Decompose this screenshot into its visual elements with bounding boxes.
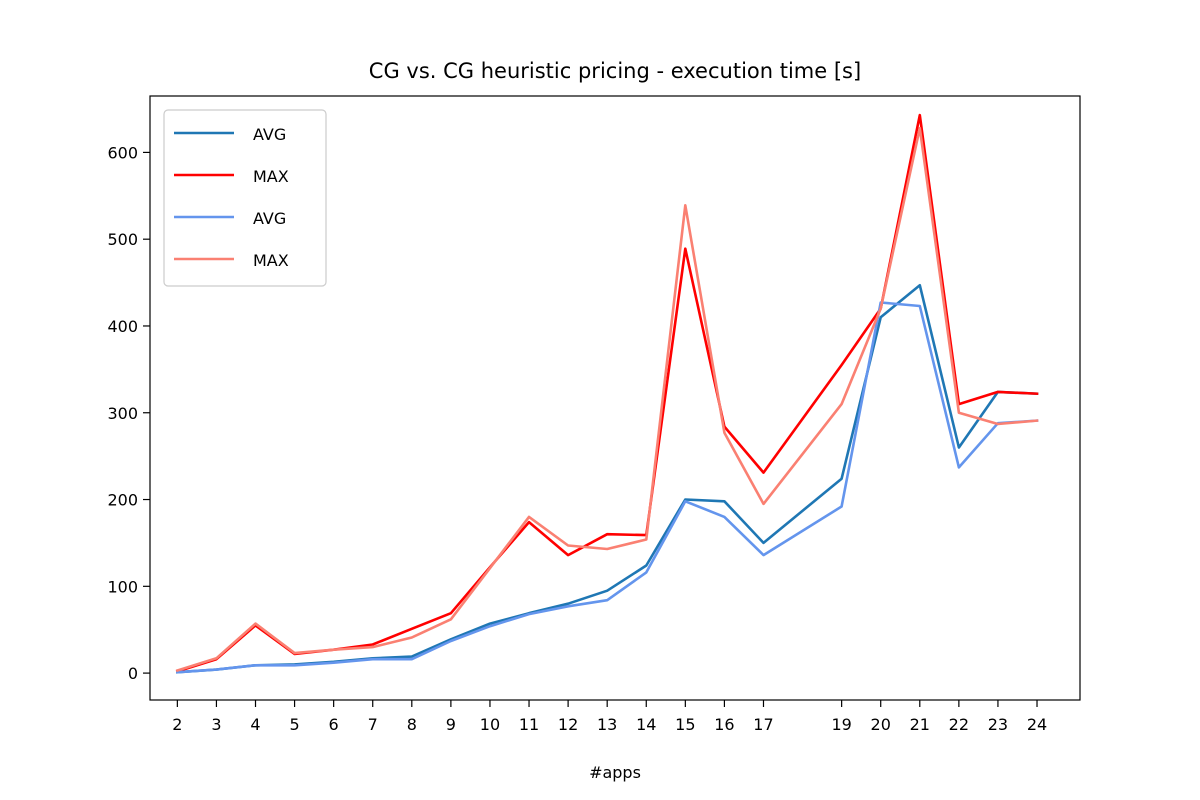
x-tick-label: 4 [250,715,260,734]
x-tick-label: 9 [446,715,456,734]
y-tick-label: 300 [107,404,138,423]
plot-frame [149,95,1081,701]
x-tick-label: 14 [636,715,656,734]
x-tick-label: 19 [831,715,851,734]
x-tick-label: 17 [753,715,773,734]
legend-box [163,109,327,287]
x-axis: 2 3 4 5 6 7 8 9 10 11 12 13 14 15 16 17 19 20 21 22 23 24 [172,700,1047,734]
x-tick-label: 22 [949,715,969,734]
y-tick-label: 400 [107,317,138,336]
legend-label: AVG [253,209,286,228]
y-axis: 0 100 200 300 400 500 600 [107,143,150,683]
series-line-2-avg [176,301,1039,674]
x-tick-label: 21 [910,715,930,734]
x-tick-label: 10 [480,715,500,734]
x-tick-label: 12 [558,715,578,734]
legend: AVG MAX AVG MAX [163,109,327,287]
x-axis-label: #apps [589,763,641,782]
x-tick-label: 5 [289,715,299,734]
x-tick-label: 23 [988,715,1008,734]
series-line-3-max [175,126,1039,673]
x-tick-label: 11 [519,715,539,734]
x-tick-label: 7 [368,715,378,734]
x-tick-label: 3 [211,715,221,734]
y-tick-label: 600 [107,143,138,162]
x-tick-label: 24 [1027,715,1047,734]
legend-label: AVG [253,125,286,144]
x-tick-label: 2 [172,715,182,734]
x-tick-label: 8 [407,715,417,734]
legend-label: MAX [253,167,289,186]
x-tick-label: 20 [871,715,891,734]
y-tick-label: 100 [107,577,138,596]
x-tick-label: 15 [675,715,695,734]
chart-title: CG vs. CG heuristic pricing - execution … [369,59,861,83]
legend-label: MAX [253,251,289,270]
x-tick-label: 6 [329,715,339,734]
x-tick-label: 16 [714,715,734,734]
series-layer [175,113,1039,674]
y-tick-label: 200 [107,491,138,510]
y-tick-label: 0 [128,664,138,683]
x-tick-label: 13 [597,715,617,734]
y-tick-label: 500 [107,230,138,249]
